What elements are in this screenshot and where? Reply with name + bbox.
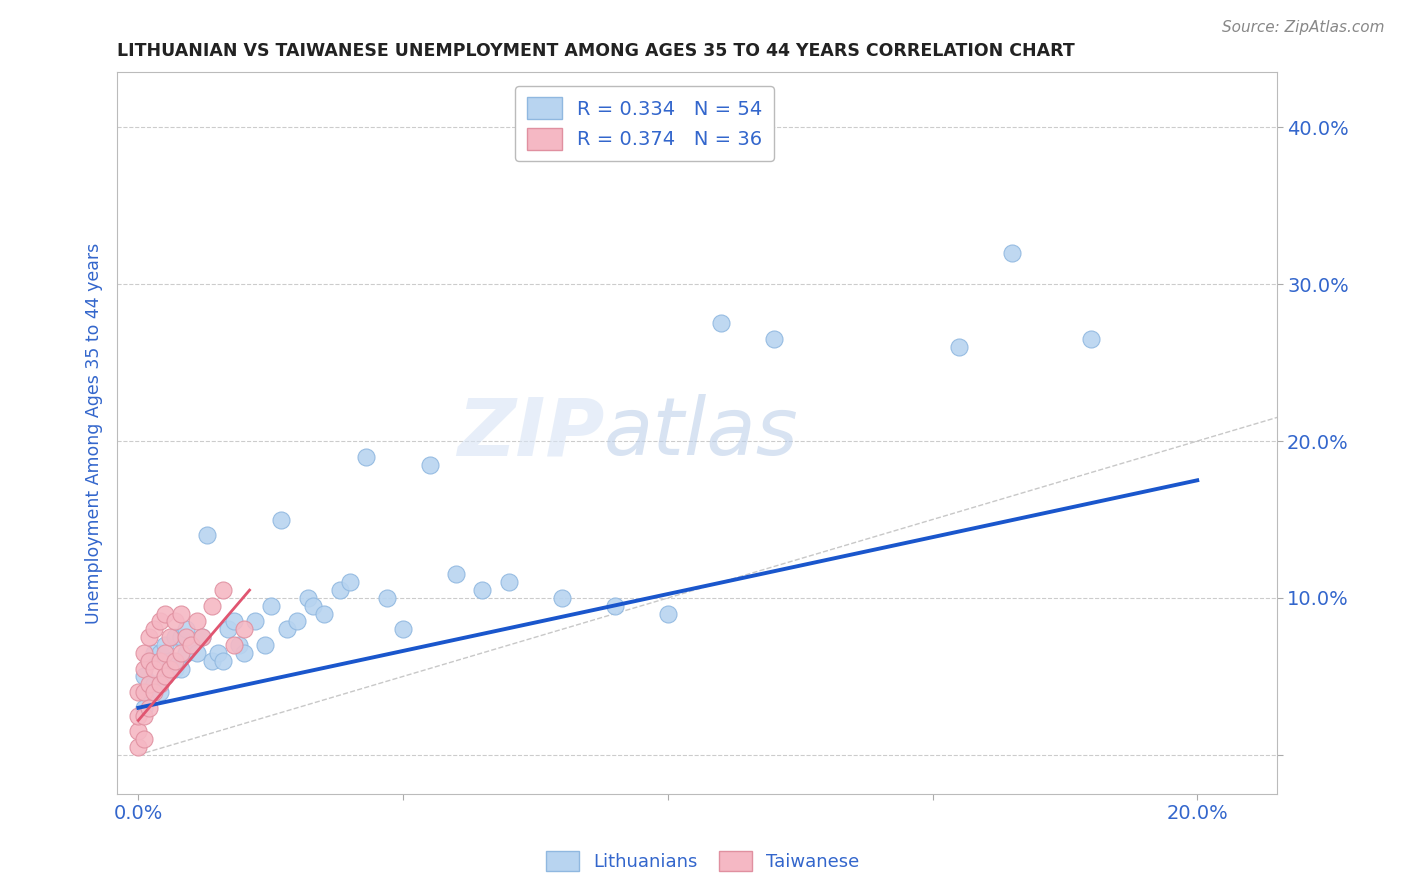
Point [201, 654, 224, 668]
Point [180, 638, 202, 652]
Point [127, 685, 149, 699]
Point [498, 575, 520, 590]
Point [186, 615, 208, 629]
Point [233, 623, 256, 637]
Point [148, 685, 170, 699]
Point [948, 340, 970, 354]
Point [148, 654, 170, 668]
Point [222, 615, 245, 629]
Point [132, 669, 155, 683]
Point [132, 700, 155, 714]
Y-axis label: Unemployment Among Ages 35 to 44 years: Unemployment Among Ages 35 to 44 years [86, 243, 103, 624]
Point [302, 599, 325, 613]
Point [165, 654, 187, 668]
Point [392, 623, 415, 637]
Point [138, 654, 160, 668]
Point [329, 583, 352, 598]
Point [285, 615, 308, 629]
Point [143, 685, 166, 699]
Point [132, 732, 155, 747]
Point [138, 677, 160, 691]
Point [143, 646, 166, 660]
Point [153, 669, 176, 683]
Point [148, 615, 170, 629]
Point [170, 607, 193, 621]
Point [212, 583, 235, 598]
Point [138, 685, 160, 699]
Point [148, 646, 170, 660]
Point [138, 700, 160, 714]
Point [143, 623, 166, 637]
Point [419, 458, 441, 472]
Point [159, 662, 181, 676]
Point [471, 583, 494, 598]
Point [174, 630, 197, 644]
Text: atlas: atlas [605, 394, 799, 472]
Point [1080, 332, 1102, 346]
Point [191, 630, 214, 644]
Point [165, 615, 187, 629]
Point [132, 646, 155, 660]
Point [127, 724, 149, 739]
Point [222, 638, 245, 652]
Point [148, 677, 170, 691]
Point [180, 638, 202, 652]
Legend: R = 0.334   N = 54, R = 0.374   N = 36: R = 0.334 N = 54, R = 0.374 N = 36 [515, 86, 775, 161]
Point [132, 708, 155, 723]
Point [153, 607, 176, 621]
Point [153, 646, 176, 660]
Text: Source: ZipAtlas.com: Source: ZipAtlas.com [1222, 20, 1385, 35]
Point [153, 669, 176, 683]
Text: LITHUANIAN VS TAIWANESE UNEMPLOYMENT AMONG AGES 35 TO 44 YEARS CORRELATION CHART: LITHUANIAN VS TAIWANESE UNEMPLOYMENT AMO… [117, 42, 1076, 60]
Point [375, 591, 398, 605]
Point [339, 575, 361, 590]
Point [710, 317, 733, 331]
Point [165, 662, 187, 676]
Point [444, 567, 467, 582]
Point [297, 591, 319, 605]
Point [132, 662, 155, 676]
Point [243, 615, 266, 629]
Point [657, 607, 679, 621]
Point [153, 638, 176, 652]
Point [174, 623, 197, 637]
Point [159, 654, 181, 668]
Point [603, 599, 626, 613]
Point [170, 630, 193, 644]
Point [165, 630, 187, 644]
Point [195, 528, 218, 542]
Point [270, 512, 292, 526]
Point [201, 599, 224, 613]
Point [143, 677, 166, 691]
Point [312, 607, 335, 621]
Point [174, 646, 197, 660]
Point [254, 638, 277, 652]
Point [138, 654, 160, 668]
Point [228, 638, 250, 652]
Point [143, 662, 166, 676]
Point [207, 646, 229, 660]
Point [762, 332, 785, 346]
Point [191, 630, 214, 644]
Point [212, 654, 235, 668]
Point [138, 630, 160, 644]
Point [551, 591, 574, 605]
Legend: Lithuanians, Taiwanese: Lithuanians, Taiwanese [538, 844, 868, 879]
Point [233, 646, 256, 660]
Point [186, 646, 208, 660]
Point [170, 646, 193, 660]
Point [260, 599, 283, 613]
Point [354, 450, 377, 464]
Point [1001, 245, 1024, 260]
Point [276, 623, 298, 637]
Point [170, 662, 193, 676]
Point [127, 708, 149, 723]
Point [217, 623, 239, 637]
Point [159, 630, 181, 644]
Point [127, 739, 149, 754]
Point [132, 685, 155, 699]
Text: ZIP: ZIP [457, 394, 605, 472]
